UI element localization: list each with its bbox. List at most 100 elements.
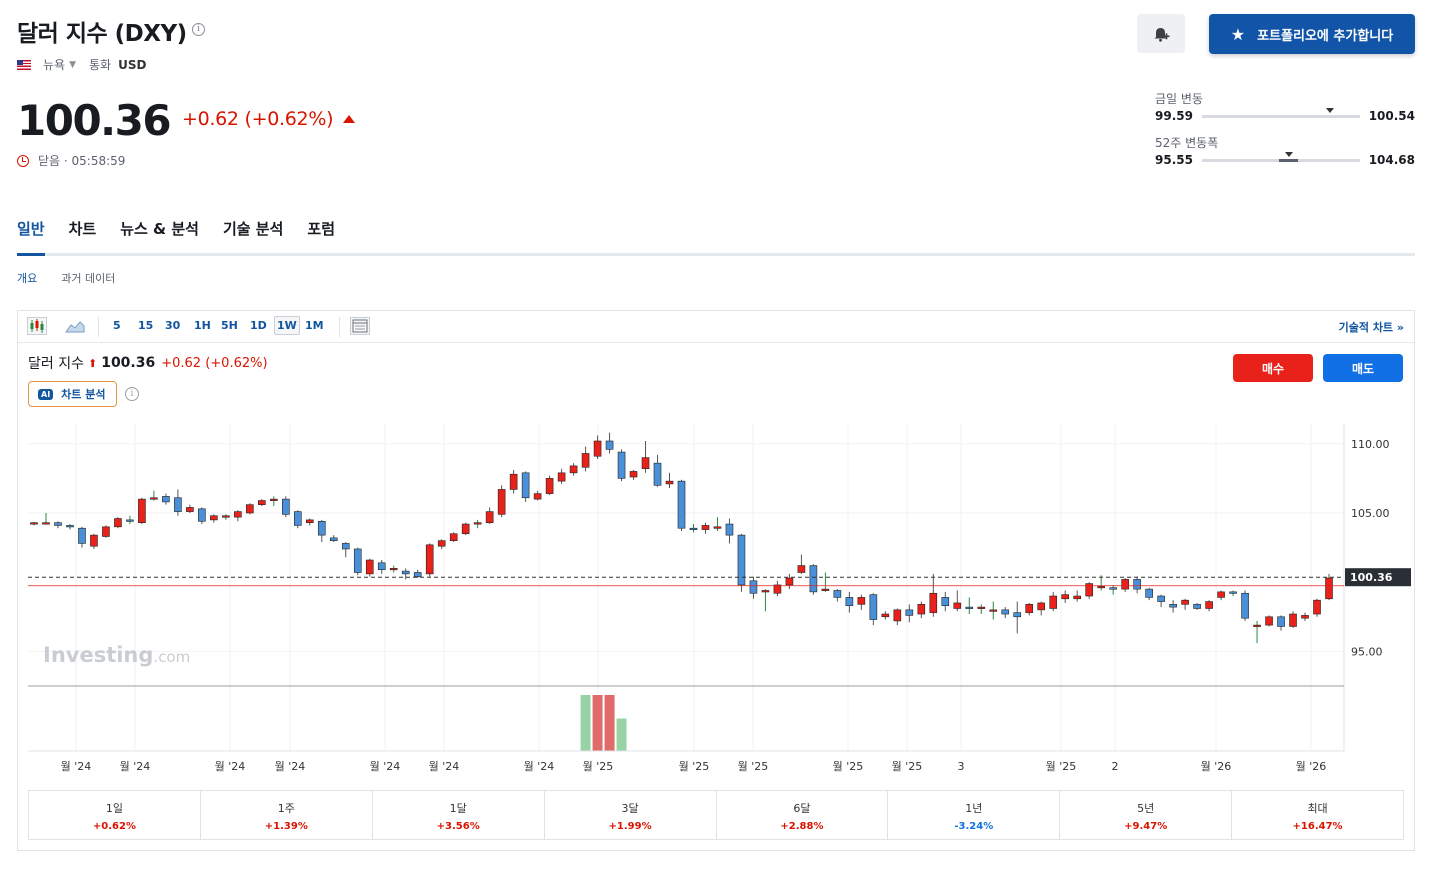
tab-chart[interactable]: 차트 — [68, 220, 97, 238]
performance-value: +1.99% — [608, 821, 652, 832]
sell-button[interactable]: 매도 — [1323, 354, 1403, 382]
chart-panel: 5 15 30 1H 5H 1D 1W 1M 기술적 차트 » 달러 지수 ⬆ … — [17, 310, 1415, 851]
performance-period: 1주 — [277, 802, 295, 815]
candle-body — [485, 511, 494, 523]
candle-body — [1181, 599, 1189, 605]
candle-body — [629, 471, 638, 478]
timeframe-30[interactable]: 30 — [165, 319, 181, 332]
tab-overview[interactable]: 일반 — [17, 218, 45, 256]
candle-body — [1061, 594, 1070, 600]
candle-body — [282, 498, 290, 515]
info-icon[interactable]: i — [192, 23, 205, 36]
candle-body — [413, 572, 422, 577]
day-range-low: 99.59 — [1155, 109, 1193, 123]
timeframe-1h[interactable]: 1H — [194, 319, 211, 332]
info-icon[interactable]: i — [125, 387, 139, 401]
add-alert-button[interactable] — [1137, 14, 1185, 53]
candle-body — [569, 465, 578, 474]
candle-body — [341, 543, 350, 550]
week52-range-label: 52주 변동폭 — [1155, 136, 1219, 150]
legend-name: 달러 지수 — [28, 356, 84, 372]
timeframe-5[interactable]: 5 — [113, 319, 121, 332]
candle-body — [833, 590, 842, 598]
candle-body — [1241, 592, 1249, 619]
performance-value: +16.47% — [1292, 821, 1343, 832]
timeframe-1d[interactable]: 1D — [250, 319, 267, 332]
candle-body — [305, 519, 314, 523]
performance-cell[interactable]: 5년 +9.47% — [1060, 791, 1233, 839]
technical-chart-link[interactable]: 기술적 차트 » — [1338, 321, 1404, 334]
performance-period: 1일 — [105, 802, 123, 815]
candle-body — [150, 497, 158, 500]
timeframe-1m[interactable]: 1M — [305, 319, 324, 332]
candle-body — [270, 498, 278, 501]
buy-button[interactable]: 매수 — [1233, 354, 1313, 382]
performance-cell[interactable]: 1달 +3.56% — [373, 791, 545, 839]
candle-body — [533, 493, 542, 500]
timeframe-15[interactable]: 15 — [138, 319, 154, 332]
candle-body — [1109, 587, 1117, 590]
market-status: 닫음 · 05:58:59 — [17, 152, 125, 169]
performance-cell[interactable]: 1일 +0.62% — [29, 791, 201, 839]
candle-body — [1025, 604, 1034, 613]
candle-body — [293, 511, 302, 526]
performance-value: +2.88% — [780, 821, 824, 832]
day-range-bar — [1201, 107, 1360, 118]
performance-cell[interactable]: 3달 +1.99% — [545, 791, 717, 839]
candle-body — [138, 498, 146, 523]
ai-chart-analysis-label: 차트 분석 — [61, 388, 106, 401]
add-to-portfolio-label: 포트폴리오에 추가합니다 — [1257, 28, 1394, 44]
performance-value: +1.39% — [264, 821, 308, 832]
timeframe-1w[interactable]: 1W — [274, 316, 300, 335]
x-tick-label: 월 '24 — [275, 760, 306, 773]
candle-body — [1229, 591, 1237, 594]
performance-cell[interactable]: 6달 +2.88% — [717, 791, 889, 839]
candle-body — [1049, 595, 1058, 609]
price-chart[interactable]: 110.00 105.00 95.00 100.36 월 '24 월 '24 월 '24 월 … — [18, 311, 1414, 781]
candle-body — [1121, 579, 1129, 590]
performance-cell[interactable]: 최대 +16.47% — [1232, 791, 1403, 839]
tab-forum[interactable]: 포럼 — [307, 220, 335, 238]
tab-news[interactable]: 뉴스 & 분석 — [120, 220, 199, 238]
timeframe-5h[interactable]: 5H — [221, 319, 238, 332]
currency-value: USD — [118, 57, 147, 72]
candle-body — [114, 518, 122, 528]
candle-body — [725, 523, 734, 536]
chevron-down-icon[interactable]: ▼ — [69, 59, 77, 70]
candle-body — [473, 522, 482, 525]
change-percent: (+0.62%) — [244, 108, 334, 130]
candle-body — [126, 519, 134, 522]
candle-body — [78, 527, 86, 544]
candle-body — [317, 520, 326, 536]
subtab-historical[interactable]: 과거 데이터 — [61, 272, 116, 285]
candle-body — [389, 568, 398, 571]
performance-cell[interactable]: 1주 +1.39% — [201, 791, 373, 839]
candle-body — [461, 523, 470, 535]
candle-body — [965, 606, 974, 609]
x-tick-label: 월 '26 — [1296, 760, 1327, 773]
exchange-label[interactable]: 뉴욕 — [43, 58, 66, 72]
x-tick-label: 월 '24 — [524, 760, 555, 773]
candlestick-icon[interactable] — [27, 317, 47, 335]
candle-body — [665, 480, 674, 485]
add-to-portfolio-button[interactable]: ★ 포트폴리오에 추가합니다 — [1209, 14, 1415, 54]
star-icon: ★ — [1230, 24, 1246, 44]
candle-body — [821, 588, 830, 591]
triangle-up-icon — [343, 115, 356, 123]
volume-bar — [592, 695, 603, 751]
tab-technical[interactable]: 기술 분석 — [222, 220, 284, 238]
ai-chart-analysis-button[interactable]: AI 차트 분석 — [28, 381, 117, 407]
area-chart-icon[interactable] — [65, 317, 85, 335]
candle-body — [761, 590, 770, 593]
chart-legend: 달러 지수 ⬆ 100.36 +0.62 (+0.62%) — [28, 353, 268, 373]
subtab-summary[interactable]: 개요 — [17, 272, 38, 285]
table-view-icon[interactable] — [350, 317, 370, 335]
x-tick-label: 월 '24 — [370, 760, 401, 773]
candle-body — [198, 508, 206, 522]
candle-body — [401, 570, 410, 575]
candle-body — [809, 565, 818, 593]
performance-cell[interactable]: 1년 -3.24% — [888, 791, 1061, 839]
candle-body — [677, 480, 686, 529]
candle-body — [785, 577, 794, 586]
candle-body — [449, 533, 458, 541]
